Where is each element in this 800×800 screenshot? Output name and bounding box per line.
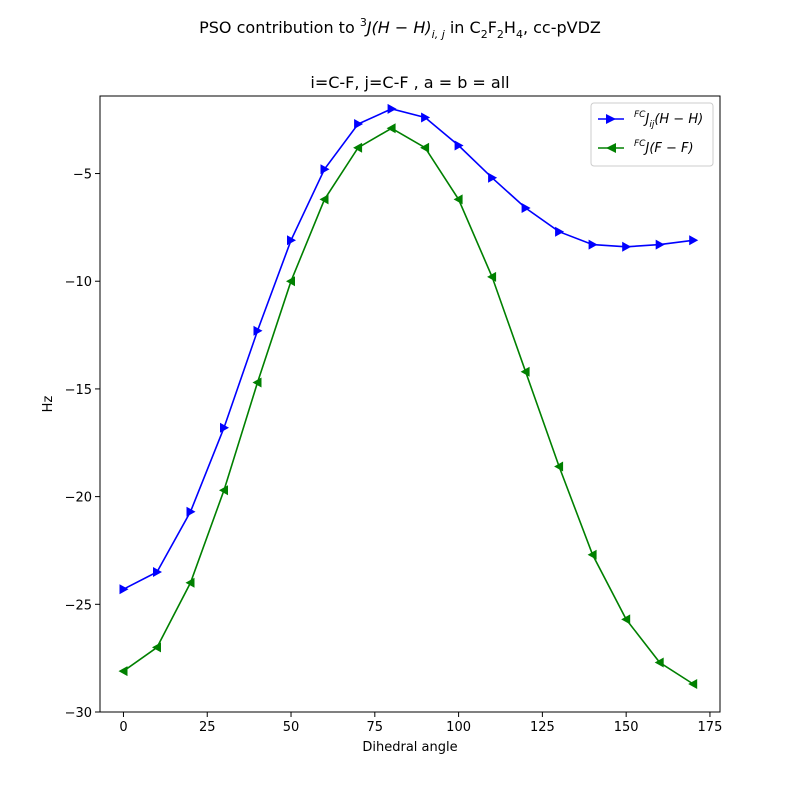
x-tick-label: 50 xyxy=(283,720,300,735)
x-tick-label: 25 xyxy=(199,720,216,735)
legend-marker-series-1 xyxy=(606,114,616,124)
series-2-point xyxy=(353,142,363,153)
series-2-point xyxy=(520,366,530,377)
x-tick-label: 125 xyxy=(530,720,555,735)
series-1-point xyxy=(220,422,229,433)
x-tick-label: 150 xyxy=(614,720,639,735)
series-1-point xyxy=(555,226,565,237)
y-tick-label: −20 xyxy=(65,491,92,506)
series-2-point xyxy=(185,577,195,588)
y-tick-label: −5 xyxy=(73,168,92,183)
y-tick-label: −15 xyxy=(65,383,92,398)
series-2-point xyxy=(219,485,228,496)
series-2-point xyxy=(286,276,295,287)
series-2-point xyxy=(587,549,597,560)
series-1-point xyxy=(287,235,296,246)
x-tick-label: 100 xyxy=(446,720,471,735)
series-2-line xyxy=(123,127,694,685)
x-tick-label: 0 xyxy=(119,720,127,735)
series-1-line xyxy=(123,108,694,590)
series-1-point xyxy=(622,241,632,252)
series-2-point xyxy=(554,461,564,472)
series-1-point xyxy=(320,164,330,175)
chart-subtitle: i=C-F, j=C-F , a = b = all xyxy=(310,73,509,92)
x-tick-label: 175 xyxy=(698,720,723,735)
series-1-point xyxy=(354,119,364,129)
axis-ticks: 0 25 50 75 100 125 150 175 −30 −25 −20 −15 −10 −5 xyxy=(65,168,723,735)
series-2-point xyxy=(688,679,698,689)
series-1-point xyxy=(153,567,162,577)
x-axis-label: Dihedral angle xyxy=(362,740,457,755)
series-1-point xyxy=(488,172,498,183)
series-2-point xyxy=(453,194,463,205)
series-2-point xyxy=(118,666,128,677)
series-1-point xyxy=(186,506,196,517)
series-1-point xyxy=(689,235,699,246)
x-tick-label: 75 xyxy=(367,720,384,735)
series-1-point xyxy=(253,325,263,336)
series-1-point xyxy=(454,140,464,151)
series-1-point xyxy=(655,239,665,250)
series-2-point xyxy=(621,614,631,625)
series-1-point xyxy=(387,103,397,114)
series-2-point xyxy=(420,142,430,153)
legend-label-series-2: FCJ(F − F) xyxy=(634,139,694,156)
series-1-point xyxy=(421,112,431,123)
chart-title: PSO contribution to 3J(H − H)i, j in C2F… xyxy=(199,16,601,41)
series-layer xyxy=(118,103,699,689)
series-2-point xyxy=(319,194,329,205)
y-tick-label: −30 xyxy=(65,706,92,721)
series-2-point xyxy=(487,271,497,282)
y-axis-label: Hz xyxy=(41,396,56,413)
series-1-point xyxy=(521,203,531,213)
series-1-point xyxy=(119,584,129,595)
y-tick-label: −10 xyxy=(65,275,92,290)
series-1-point xyxy=(588,239,598,250)
series-2-point xyxy=(654,657,664,668)
legend-marker-series-2 xyxy=(606,143,616,153)
legend: FCJij(H − H) FCJ(F − F) xyxy=(590,102,714,167)
series-2-point xyxy=(386,123,396,134)
y-tick-label: −25 xyxy=(65,598,92,613)
plot-area-frame xyxy=(99,95,721,713)
legend-label-series-1: FCJij(H − H) xyxy=(634,110,703,130)
series-2-point xyxy=(252,377,262,388)
series-2-point xyxy=(152,642,161,653)
